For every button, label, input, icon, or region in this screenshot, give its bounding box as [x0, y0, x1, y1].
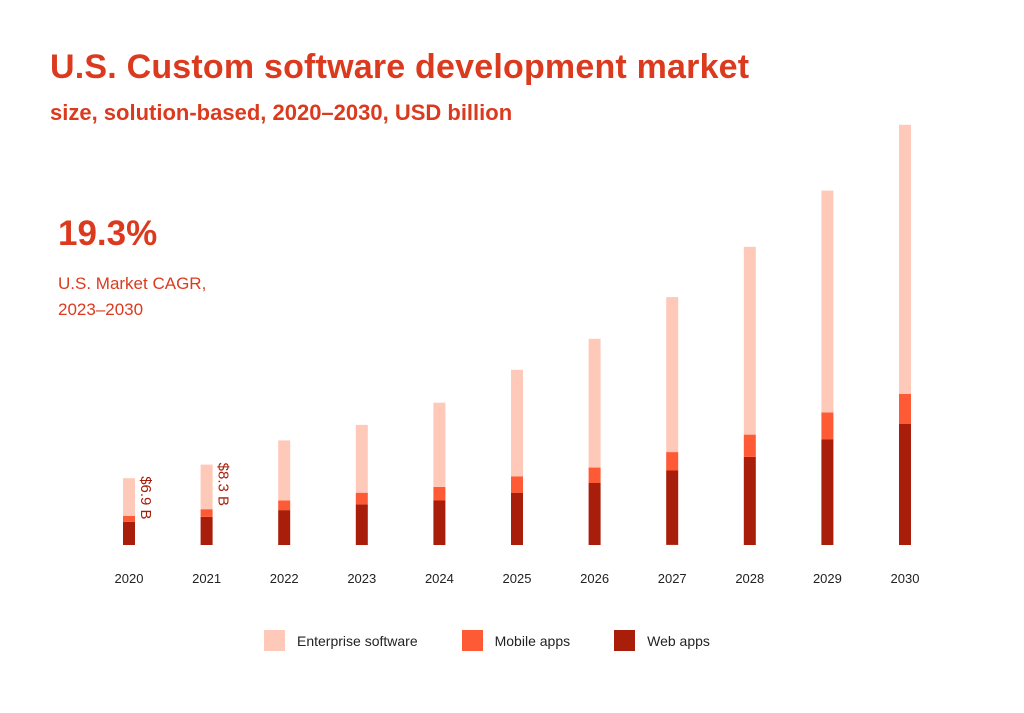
data-label-2021: $8.3 B: [215, 463, 232, 506]
x-tick-label-2023: 2023: [347, 571, 376, 586]
bar-mobile-apps-2030: [899, 394, 911, 424]
bar-web-apps-2024: [433, 500, 446, 545]
legend-label-web: Web apps: [647, 632, 710, 649]
legend-item-enterprise: Enterprise software: [264, 630, 418, 651]
x-tick-label-2020: 2020: [115, 571, 144, 586]
x-tick-label-2025: 2025: [503, 571, 532, 586]
cagr-label-line2: 2023–2030: [58, 300, 144, 319]
bar-web-apps-2020: [123, 521, 135, 545]
x-tick-label-2024: 2024: [425, 571, 454, 586]
legend-swatch-enterprise: [264, 630, 285, 651]
legend-label-mobile: Mobile apps: [494, 632, 571, 649]
bar-enterprise-software-2025: [511, 369, 523, 477]
x-tick-label-2027: 2027: [658, 571, 687, 586]
bar-enterprise-software-2020: [123, 478, 135, 516]
bar-enterprise-software-2022: [278, 440, 291, 501]
x-tick-label-2021: 2021: [192, 571, 221, 586]
x-tick-label-2028: 2028: [735, 571, 764, 586]
bar-mobile-apps-2023: [355, 492, 368, 505]
x-tick-label-2029: 2029: [813, 571, 842, 586]
chart-subtitle: size, solution-based, 2020–2030, USD bil…: [50, 100, 513, 125]
legend-swatch-web: [614, 630, 636, 651]
bar-web-apps-2027: [666, 470, 679, 545]
bar-mobile-apps-2028: [743, 434, 756, 457]
x-tick-label-2030: 2030: [891, 571, 920, 586]
chart-title: U.S. Custom software development market: [50, 48, 750, 86]
bar-enterprise-software-2024: [433, 402, 446, 487]
legend-item-web: Web apps: [614, 630, 710, 651]
bar-web-apps-2025: [511, 492, 523, 545]
bar-web-apps-2028: [743, 456, 756, 545]
cagr-label: U.S. Market CAGR, 2023–2030: [58, 271, 288, 323]
bar-enterprise-software-2030: [899, 124, 911, 395]
bar-enterprise-software-2023: [355, 424, 368, 493]
bar-mobile-apps-2024: [433, 486, 446, 501]
legend-swatch-mobile: [461, 630, 483, 651]
bar-web-apps-2029: [821, 439, 834, 545]
x-tick-label-2022: 2022: [270, 571, 299, 586]
bar-mobile-apps-2027: [666, 452, 679, 471]
bar-mobile-apps-2029: [821, 412, 834, 440]
bar-enterprise-software-2021: [200, 464, 213, 510]
x-tick-label-2026: 2026: [580, 571, 609, 586]
bar-web-apps-2022: [278, 510, 291, 545]
bar-mobile-apps-2022: [278, 500, 291, 511]
bar-mobile-apps-2020: [123, 516, 135, 522]
bar-web-apps-2026: [588, 483, 601, 545]
bar-web-apps-2030: [899, 424, 911, 545]
bar-web-apps-2021: [200, 516, 213, 545]
bar-mobile-apps-2025: [511, 476, 523, 493]
bar-enterprise-software-2029: [821, 190, 834, 413]
legend-label-enterprise: Enterprise software: [297, 632, 418, 649]
bar-web-apps-2023: [355, 504, 368, 545]
bar-mobile-apps-2021: [200, 509, 213, 517]
legend-item-mobile: Mobile apps: [461, 630, 571, 651]
chart-legend: Enterprise software Mobile apps Web apps: [264, 630, 754, 651]
cagr-value: 19.3%: [58, 214, 158, 253]
bar-enterprise-software-2028: [743, 246, 756, 435]
cagr-label-line1: U.S. Market CAGR,: [58, 274, 207, 293]
bar-enterprise-software-2027: [666, 297, 679, 452]
bar-enterprise-software-2026: [588, 338, 601, 468]
data-label-2020: $6.9 B: [137, 476, 154, 519]
bar-mobile-apps-2026: [588, 467, 601, 483]
